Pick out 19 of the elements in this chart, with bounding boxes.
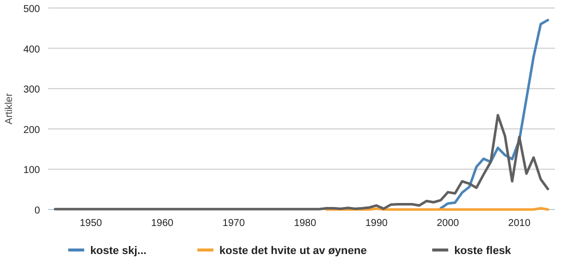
x-tick-label: 1990 <box>365 218 388 229</box>
x-tick-label: 2010 <box>508 218 531 229</box>
y-tick-label: 0 <box>34 206 40 216</box>
legend-label: koste flesk <box>454 245 512 257</box>
x-tick-label: 1970 <box>222 218 246 229</box>
y-tick-label: 300 <box>23 84 40 96</box>
x-tick-label: 1980 <box>294 218 317 229</box>
legend-label: koste skj... <box>90 245 146 257</box>
y-tick-label: 500 <box>23 4 40 15</box>
y-tick-label: 200 <box>23 124 40 136</box>
line-series <box>54 114 550 210</box>
legend-label: koste det hvite ut av øynene <box>219 245 367 257</box>
y-axis-title: Artikler <box>4 92 15 124</box>
x-tick-label: 1950 <box>80 218 102 229</box>
y-tick-label: 100 <box>23 165 40 176</box>
y-tick-label: 400 <box>23 44 40 56</box>
x-tick-label: 2000 <box>436 218 460 229</box>
line-series <box>439 18 550 210</box>
x-tick-label: 1960 <box>151 218 174 229</box>
